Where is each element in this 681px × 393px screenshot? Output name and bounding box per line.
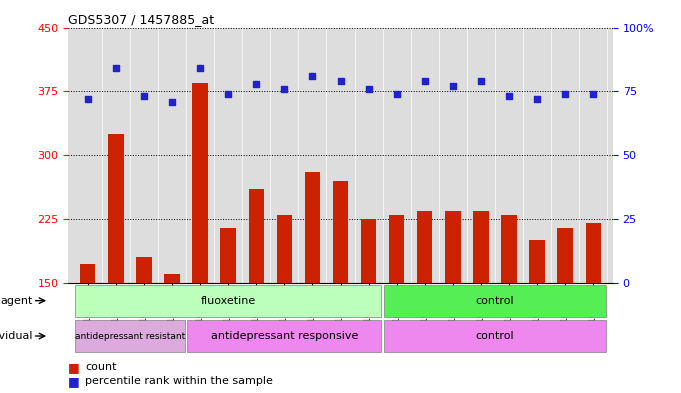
Text: antidepressant resistant: antidepressant resistant: [75, 332, 185, 340]
Bar: [249, 189, 264, 283]
Point: [279, 86, 290, 92]
Point: [167, 98, 178, 105]
Bar: [389, 215, 405, 283]
Bar: [108, 134, 123, 283]
Text: count: count: [85, 362, 116, 373]
Bar: [445, 211, 460, 283]
Bar: [187, 320, 381, 352]
Point: [447, 83, 458, 90]
Bar: [586, 223, 601, 283]
Point: [195, 65, 206, 72]
Text: ■: ■: [68, 361, 80, 374]
Text: individual: individual: [0, 331, 33, 341]
Text: ■: ■: [68, 375, 80, 388]
Point: [138, 93, 149, 99]
Bar: [558, 228, 573, 283]
Bar: [529, 241, 545, 283]
Bar: [75, 320, 185, 352]
Point: [532, 96, 543, 102]
Text: control: control: [475, 296, 514, 306]
Text: GDS5307 / 1457885_at: GDS5307 / 1457885_at: [68, 13, 215, 26]
Text: fluoxetine: fluoxetine: [200, 296, 256, 306]
Bar: [221, 228, 236, 283]
Bar: [384, 320, 606, 352]
Point: [391, 91, 402, 97]
Point: [307, 73, 318, 79]
Bar: [80, 264, 95, 283]
Text: percentile rank within the sample: percentile rank within the sample: [85, 376, 273, 386]
Bar: [276, 215, 292, 283]
Point: [335, 78, 346, 84]
Point: [223, 91, 234, 97]
Bar: [384, 285, 606, 317]
Text: agent: agent: [0, 296, 33, 306]
Point: [588, 91, 599, 97]
Text: control: control: [475, 331, 514, 341]
Point: [419, 78, 430, 84]
Point: [475, 78, 486, 84]
Point: [82, 96, 93, 102]
Bar: [164, 274, 180, 283]
Text: antidepressant responsive: antidepressant responsive: [210, 331, 358, 341]
Bar: [501, 215, 517, 283]
Bar: [192, 83, 208, 283]
Point: [560, 91, 571, 97]
Bar: [361, 219, 377, 283]
Point: [110, 65, 121, 72]
Bar: [333, 181, 348, 283]
Bar: [473, 211, 489, 283]
Bar: [304, 172, 320, 283]
Bar: [417, 211, 432, 283]
Point: [363, 86, 374, 92]
Bar: [136, 257, 152, 283]
Point: [251, 81, 262, 87]
Point: [503, 93, 514, 99]
Bar: [75, 285, 381, 317]
